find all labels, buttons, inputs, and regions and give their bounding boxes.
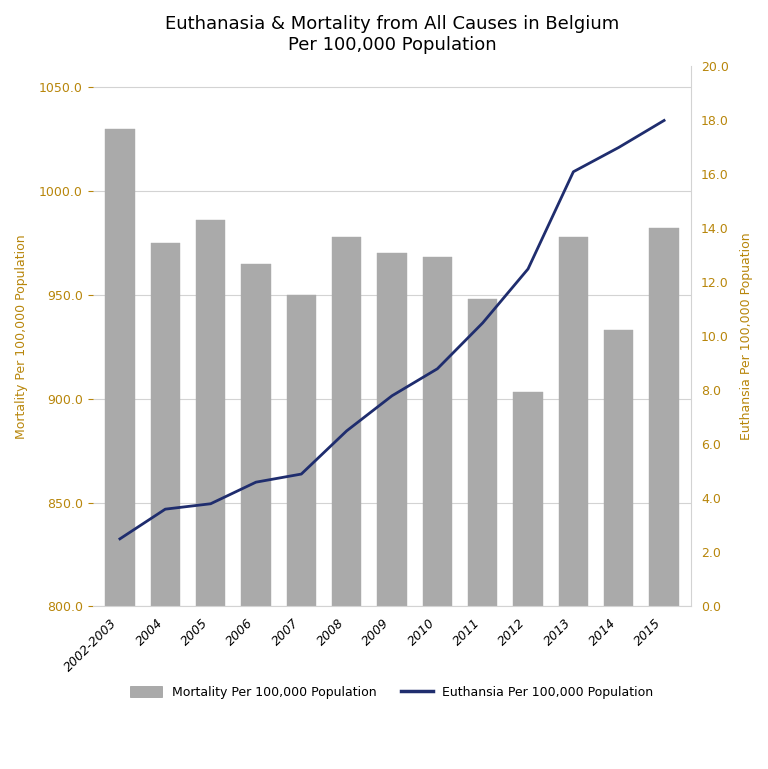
Y-axis label: Mortality Per 100,000 Population: Mortality Per 100,000 Population bbox=[15, 234, 28, 438]
Bar bbox=[513, 392, 543, 769]
Bar bbox=[241, 264, 270, 769]
Bar bbox=[286, 295, 316, 769]
Y-axis label: Euthansia Per 100,000 Popuation: Euthansia Per 100,000 Popuation bbox=[740, 232, 753, 440]
Bar bbox=[604, 330, 634, 769]
Legend: Mortality Per 100,000 Population, Euthansia Per 100,000 Population: Mortality Per 100,000 Population, Euthan… bbox=[124, 680, 660, 705]
Bar bbox=[196, 220, 225, 769]
Bar bbox=[650, 228, 679, 769]
Title: Euthanasia & Mortality from All Causes in Belgium
Per 100,000 Population: Euthanasia & Mortality from All Causes i… bbox=[165, 15, 619, 54]
Bar bbox=[151, 243, 180, 769]
Bar bbox=[468, 299, 498, 769]
Bar bbox=[332, 237, 362, 769]
Bar bbox=[377, 253, 407, 769]
Bar bbox=[422, 258, 452, 769]
Bar bbox=[105, 128, 134, 769]
Bar bbox=[558, 237, 588, 769]
